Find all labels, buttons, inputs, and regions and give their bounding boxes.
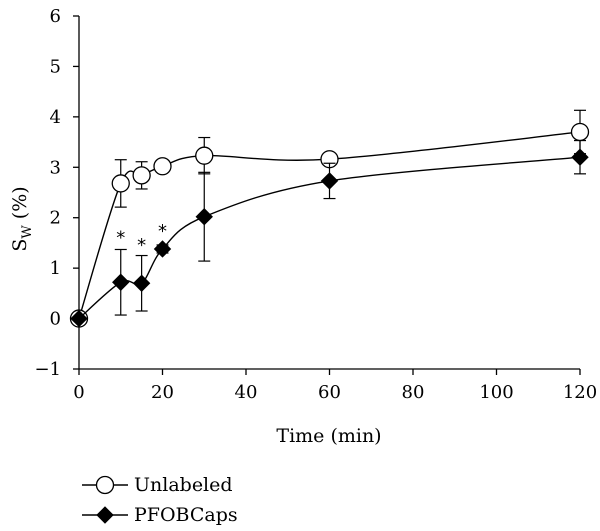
data-point [112,273,130,291]
data-point [111,174,130,193]
y-axis-title-sub: W [20,225,35,239]
data-point [70,309,88,328]
x-tick-label: 0 [73,382,84,403]
data-point [132,166,151,185]
legend-label: Unlabeled [134,474,233,496]
y-axis-title-unit: (%) [9,186,31,219]
x-axis-title: Time (min) [276,425,381,447]
x-tick-label: 60 [318,382,341,403]
legend-item-unlabeled: Unlabeled [82,474,233,496]
y-tick-label: 6 [50,6,61,27]
data-point [570,122,590,142]
y-tick-label: 2 [50,208,61,229]
legend-marker [96,506,114,524]
y-tick-label: 5 [50,56,61,77]
svg-text:SW (%): SW (%) [9,186,35,251]
series-unlabeled [69,109,590,328]
legend-marker [95,475,115,495]
x-tick-label: 20 [151,382,174,403]
y-tick-label: 0 [50,309,61,330]
series-pfobcaps [70,139,589,328]
x-tick-label: 100 [479,382,513,403]
data-point [195,207,213,226]
data-point [153,240,172,258]
y-tick-label: 1 [50,258,61,279]
legend-label: PFOBCaps [134,504,238,526]
significance-star: * [137,235,146,256]
data-point [571,148,589,166]
legend-item-pfobcaps: PFOBCaps [82,504,238,526]
significance-star: * [116,227,125,248]
data-point [320,172,339,190]
y-axis-title: SW (%) [9,186,35,251]
y-tick-label: 4 [50,107,61,128]
x-tick-label: 80 [402,382,425,403]
legend: Unlabeled PFOBCaps [82,474,238,526]
y-axis-title-main: S [9,239,31,252]
x-tick-label: 40 [235,382,258,403]
y-tick-label: −1 [34,359,61,380]
y-tick-label: 3 [50,157,61,178]
data-point [153,157,172,176]
significance-star: * [158,221,167,242]
data-point [132,274,151,292]
data-point [195,146,214,165]
x-tick-label: 120 [563,382,597,403]
